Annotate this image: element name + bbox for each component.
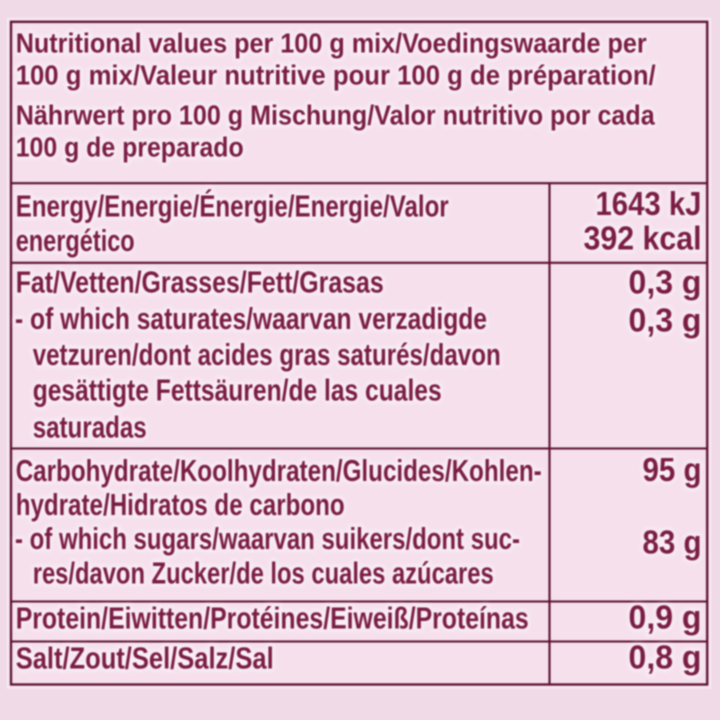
svg-text:100 g mix/Valeur nutritive pou: 100 g mix/Valeur nutritive pour 100 g de… [16, 59, 656, 90]
svg-text:Protein/Eiwitten/Protéines/Eiw: Protein/Eiwitten/Protéines/Eiweiß/Proteí… [16, 602, 529, 636]
svg-text:Energy/Energie/Énergie/Energie: Energy/Energie/Énergie/Energie/Valor [16, 189, 449, 224]
svg-text:83 g: 83 g [643, 524, 702, 561]
svg-text:1643 kJ: 1643 kJ [596, 185, 702, 222]
svg-text:Salt/Zout/Sel/Salz/Sal: Salt/Zout/Sel/Salz/Sal [16, 642, 274, 676]
svg-text:95 g: 95 g [643, 451, 702, 488]
svg-text:saturadas: saturadas [33, 411, 147, 445]
svg-text:0,3 g: 0,3 g [629, 264, 702, 301]
svg-text:hydrate/Hidratos de carbono: hydrate/Hidratos de carbono [16, 488, 345, 522]
svg-text:Energy/Energie/Énergie/Energie: Energy/Energie/Énergie/Energie/Valor [16, 189, 449, 224]
svg-text:- of which sugars/waarvan suik: - of which sugars/waarvan suikers/dont s… [15, 522, 520, 556]
svg-text:energético: energético [16, 224, 135, 258]
svg-text:95 g: 95 g [643, 451, 702, 488]
svg-text:Salt/Zout/Sel/Salz/Sal: Salt/Zout/Sel/Salz/Sal [16, 642, 274, 676]
svg-text:saturadas: saturadas [33, 411, 147, 445]
svg-text:energético: energético [16, 224, 135, 258]
svg-text:83 g: 83 g [643, 524, 702, 561]
svg-text:gesättigte Fettsäuren/de las c: gesättigte Fettsäuren/de las cuales [33, 374, 442, 408]
svg-text:0,8 g: 0,8 g [629, 639, 702, 676]
svg-text:hydrate/Hidratos de carbono: hydrate/Hidratos de carbono [16, 488, 345, 522]
svg-text:res/davon Zucker/de los cuales: res/davon Zucker/de los cuales azúcares [33, 557, 494, 591]
svg-text:0,3 g: 0,3 g [629, 302, 702, 339]
svg-text:100 g de preparado: 100 g de preparado [16, 132, 244, 163]
svg-text:- of which saturates/waarvan v: - of which saturates/waarvan verzadigde [15, 302, 487, 336]
svg-text:Protein/Eiwitten/Protéines/Eiw: Protein/Eiwitten/Protéines/Eiweiß/Proteí… [16, 602, 529, 636]
svg-text:0,9 g: 0,9 g [629, 599, 702, 636]
svg-text:Fat/Vetten/Grasses/Fett/Grasas: Fat/Vetten/Grasses/Fett/Grasas [16, 266, 384, 300]
svg-text:0,3 g: 0,3 g [629, 264, 702, 301]
svg-text:Nutritional values per 100 g m: Nutritional values per 100 g mix/Voeding… [16, 27, 647, 58]
svg-text:Nutritional values per 100 g m: Nutritional values per 100 g mix/Voeding… [16, 27, 647, 58]
svg-text:1643 kJ: 1643 kJ [596, 185, 702, 222]
svg-text:0,9 g: 0,9 g [629, 599, 702, 636]
svg-text:0,8 g: 0,8 g [629, 639, 702, 676]
svg-text:- of which sugars/waarvan suik: - of which sugars/waarvan suikers/dont s… [15, 522, 520, 556]
svg-text:Carbohydrate/Koolhydraten/Gluc: Carbohydrate/Koolhydraten/Glucides/Kohle… [16, 454, 542, 488]
svg-text:gesättigte Fettsäuren/de las c: gesättigte Fettsäuren/de las cuales [33, 374, 442, 408]
svg-text:392 kcal: 392 kcal [584, 220, 702, 257]
svg-text:Fat/Vetten/Grasses/Fett/Grasas: Fat/Vetten/Grasses/Fett/Grasas [16, 266, 384, 300]
svg-text:Nährwert pro 100 g Mischung/Va: Nährwert pro 100 g Mischung/Valor nutrit… [16, 99, 655, 130]
svg-text:Carbohydrate/Koolhydraten/Gluc: Carbohydrate/Koolhydraten/Glucides/Kohle… [16, 454, 542, 488]
svg-text:392 kcal: 392 kcal [584, 220, 702, 257]
svg-text:vetzuren/dont acides gras satu: vetzuren/dont acides gras saturés/davon [33, 338, 501, 372]
svg-text:res/davon Zucker/de los cuales: res/davon Zucker/de los cuales azúcares [33, 557, 494, 591]
svg-text:Nährwert pro 100 g Mischung/Va: Nährwert pro 100 g Mischung/Valor nutrit… [16, 99, 655, 130]
svg-text:100 g de preparado: 100 g de preparado [16, 132, 244, 163]
svg-text:0,3 g: 0,3 g [629, 302, 702, 339]
svg-text:100 g mix/Valeur nutritive pou: 100 g mix/Valeur nutritive pour 100 g de… [16, 59, 656, 90]
svg-text:vetzuren/dont acides gras satu: vetzuren/dont acides gras saturés/davon [33, 338, 501, 372]
svg-text:- of which saturates/waarvan v: - of which saturates/waarvan verzadigde [15, 302, 487, 336]
